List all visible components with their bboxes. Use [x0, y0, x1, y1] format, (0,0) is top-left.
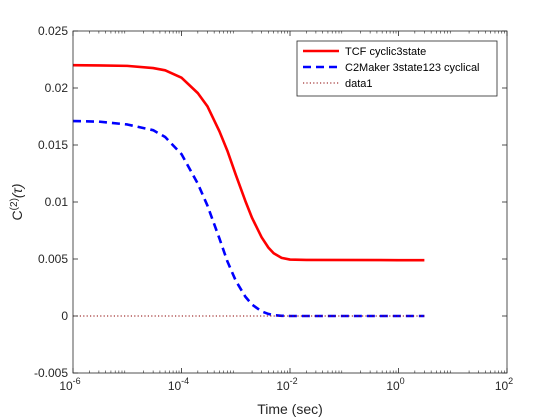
y-axis-label-superscript: (2)	[9, 198, 20, 210]
y-axis-label: C(2)(τ)	[9, 184, 25, 221]
y-tick-label: 0.02	[45, 81, 69, 95]
x-tick-label-base: 10	[386, 379, 400, 393]
series-layer	[72, 63, 425, 318]
y-tick-label: 0.005	[38, 252, 68, 266]
x-tick-label: 10-6	[59, 376, 80, 393]
x-tick-label-exponent: -6	[73, 376, 81, 386]
x-tick-label-base: 10	[59, 379, 73, 393]
legend: TCF cyclic3state C2Maker 3state123 cyclic…	[296, 40, 498, 97]
y-axis-label-argument: (τ)	[9, 184, 25, 199]
x-axis-label: Time (sec)	[257, 401, 323, 417]
y-tick-label: -0.005	[34, 366, 68, 380]
x-tick-label-exponent: -4	[181, 376, 189, 386]
y-tick-label: 0.015	[38, 138, 68, 152]
legend-label-1: TCF cyclic3state	[345, 46, 426, 58]
series-line-2	[72, 119, 425, 318]
x-tick-label: 10-4	[168, 376, 189, 393]
legend-entries: TCF cyclic3state C2Maker 3state123 cyclic…	[303, 46, 480, 90]
x-tick-label: 102	[495, 376, 513, 393]
x-tick-label: 10-2	[276, 376, 297, 393]
legend-label-2: C2Maker 3state123 cyclical	[345, 62, 480, 74]
y-tick-label: 0	[61, 309, 68, 323]
y-tick-label: 0.025	[38, 24, 68, 38]
ticks-layer: 10-6 10-4 10-2 100 102-0.00500.0050.010.0150…	[34, 24, 513, 393]
legend-label-3: data1	[345, 78, 373, 90]
x-tick-label-exponent: 2	[508, 376, 513, 386]
y-tick-label: 0.01	[45, 195, 69, 209]
x-tick-label-exponent: 0	[400, 376, 405, 386]
x-tick-label-base: 10	[276, 379, 290, 393]
x-tick-label-exponent: -2	[290, 376, 298, 386]
x-tick-label-base: 10	[168, 379, 182, 393]
series-line-1	[72, 63, 425, 262]
y-axis-label-base: C	[9, 210, 25, 220]
x-tick-label-base: 10	[495, 379, 509, 393]
x-tick-label: 100	[386, 376, 404, 393]
